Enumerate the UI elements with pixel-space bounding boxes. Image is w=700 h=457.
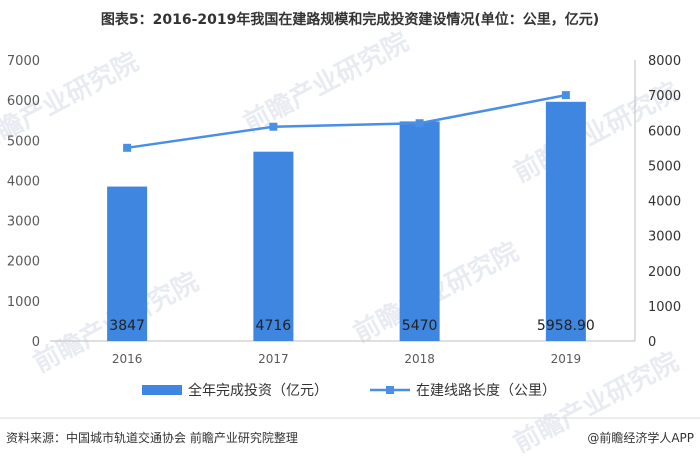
line-marker bbox=[415, 119, 424, 128]
bar-data-label: 4716 bbox=[256, 318, 292, 334]
bar-data-label: 3847 bbox=[109, 318, 145, 334]
legend-bar-label: 全年完成投资（亿元） bbox=[188, 382, 328, 399]
right-tick-label: 7000 bbox=[648, 89, 681, 104]
left-tick-label: 2000 bbox=[7, 255, 40, 270]
legend-bar-swatch bbox=[142, 385, 182, 395]
bar-data-label: 5958.90 bbox=[537, 318, 595, 334]
left-tick-label: 4000 bbox=[7, 174, 40, 189]
right-tick-label: 4000 bbox=[648, 195, 681, 210]
legend-line-label: 在建线路长度（公里） bbox=[416, 383, 556, 399]
x-tick-label: 2019 bbox=[551, 352, 582, 366]
left-tick-label: 5000 bbox=[7, 134, 40, 149]
line-marker bbox=[123, 143, 132, 152]
line-marker bbox=[561, 91, 570, 100]
left-tick-label: 1000 bbox=[7, 295, 40, 310]
source-text: 资料来源：中国城市轨道交通协会 前瞻产业研究院整理 bbox=[6, 430, 298, 445]
left-tick-label: 0 bbox=[32, 335, 40, 350]
left-tick-label: 3000 bbox=[7, 215, 40, 230]
right-tick-label: 6000 bbox=[648, 124, 681, 139]
left-tick-label: 7000 bbox=[7, 54, 40, 69]
line-series bbox=[126, 93, 567, 150]
right-tick-label: 8000 bbox=[648, 54, 681, 69]
legend-line-marker bbox=[386, 386, 394, 394]
bar-data-label: 5470 bbox=[402, 318, 438, 334]
right-tick-label: 2000 bbox=[648, 265, 681, 280]
left-tick-label: 6000 bbox=[7, 94, 40, 109]
right-tick-label: 1000 bbox=[648, 300, 681, 315]
x-tick-label: 2017 bbox=[258, 352, 289, 366]
bar bbox=[253, 151, 294, 341]
x-tick-label: 2016 bbox=[112, 352, 143, 366]
bar bbox=[399, 121, 440, 341]
x-tick-label: 2018 bbox=[404, 352, 435, 366]
right-tick-label: 5000 bbox=[648, 159, 681, 174]
watermark: 前瞻产业研究院 bbox=[238, 26, 413, 139]
chart-title: 图表5：2016-2019年我国在建路规模和完成投资建设情况(单位：公里，亿元) bbox=[101, 11, 599, 28]
right-tick-label: 0 bbox=[648, 335, 656, 350]
line-marker bbox=[269, 122, 278, 131]
right-tick-label: 3000 bbox=[648, 230, 681, 245]
bar bbox=[107, 186, 148, 341]
brand-text: @前瞻经济学人APP bbox=[587, 430, 694, 445]
bar bbox=[545, 101, 586, 342]
